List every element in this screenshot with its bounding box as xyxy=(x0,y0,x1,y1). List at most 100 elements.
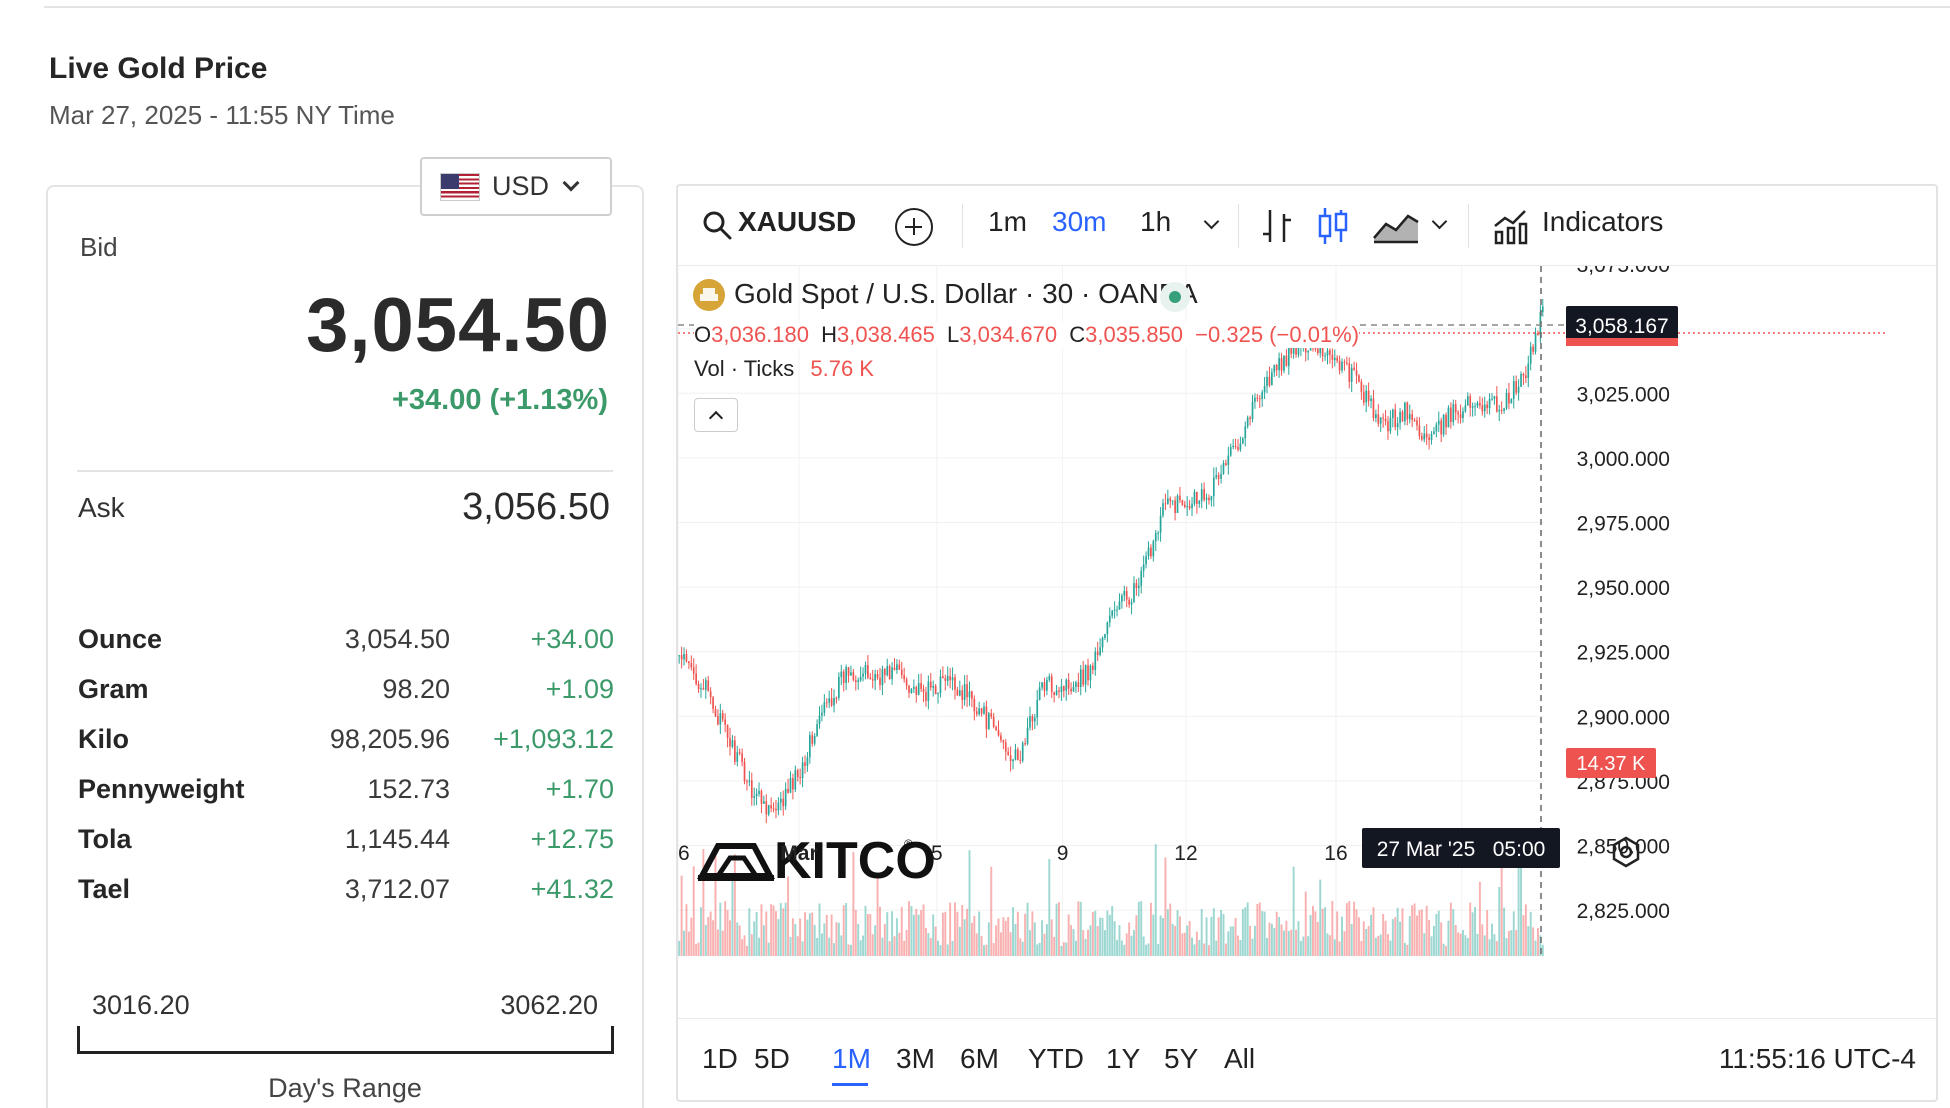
volume-bar xyxy=(983,945,985,956)
candle-body xyxy=(922,688,925,693)
candle-body xyxy=(961,690,964,700)
volume-bar xyxy=(1043,933,1046,956)
candle-body xyxy=(1017,749,1019,761)
candle-body xyxy=(1092,665,1094,670)
volume-bar xyxy=(1493,934,1496,956)
volume-bar xyxy=(787,876,790,956)
candle-body xyxy=(784,788,787,807)
range-5y[interactable]: 5Y xyxy=(1164,1043,1199,1074)
volume-bar xyxy=(859,940,862,956)
candle-body xyxy=(1058,690,1060,692)
candle-body xyxy=(838,677,840,698)
candle-body xyxy=(1089,665,1092,681)
volume-bar xyxy=(970,922,973,956)
collapse-legend-button[interactable] xyxy=(694,398,738,432)
range-1m[interactable]: 1M xyxy=(832,1043,871,1074)
candle-body xyxy=(1278,358,1280,371)
volume-bar xyxy=(1391,919,1394,956)
volume-bar xyxy=(1459,933,1462,956)
symbol-search[interactable]: XAUUSD xyxy=(738,206,857,237)
price-chart[interactable]: KITCO ® 3,075.0003,050.0003,025.0003,000… xyxy=(678,254,1936,1018)
candle-body xyxy=(1508,392,1510,404)
y-axis-tick: 2,900.000 xyxy=(1577,706,1670,729)
volume-bar xyxy=(1021,941,1024,956)
range-all[interactable]: All xyxy=(1224,1043,1256,1074)
candle-body xyxy=(963,684,966,700)
range-1d[interactable]: 1D xyxy=(702,1043,738,1074)
volume-bar xyxy=(1425,905,1428,956)
indicators-icon[interactable] xyxy=(1492,206,1532,246)
volume-bar xyxy=(908,901,910,956)
range-1y[interactable]: 1Y xyxy=(1106,1043,1141,1074)
volume-bar xyxy=(1357,917,1360,956)
candle-body xyxy=(913,687,915,689)
candle-body xyxy=(1225,463,1227,466)
x-axis-tick: 12 xyxy=(1174,842,1197,865)
volume-bar xyxy=(1512,911,1515,956)
candle-body xyxy=(917,682,920,695)
candle-body xyxy=(888,666,891,679)
range-ytd[interactable]: YTD xyxy=(1028,1043,1084,1074)
volume-bar xyxy=(1355,909,1358,956)
volume-bar xyxy=(1316,921,1319,956)
volume-bar xyxy=(1343,931,1346,956)
unit-row-tola: Tola 1,145.44 +12.75 xyxy=(78,824,614,864)
volume-bar xyxy=(1295,929,1298,956)
indicators-button[interactable]: Indicators xyxy=(1542,206,1664,237)
candle-body xyxy=(1418,425,1421,437)
volume-bar xyxy=(941,912,944,956)
compare-symbol-button[interactable] xyxy=(895,208,933,246)
chart-type-chevron-icon[interactable] xyxy=(1431,213,1448,230)
candle-body xyxy=(767,805,770,815)
volume-bar xyxy=(724,901,727,956)
candles-chart-type-icon[interactable] xyxy=(1316,204,1350,248)
candle-body xyxy=(1382,417,1384,419)
range-3m[interactable]: 3M xyxy=(896,1043,935,1074)
interval-1m[interactable]: 1m xyxy=(988,206,1027,237)
candle-body xyxy=(1331,354,1334,360)
search-icon[interactable] xyxy=(702,210,732,240)
candle-body xyxy=(1176,495,1179,513)
volume-bar xyxy=(760,904,763,956)
candle-body xyxy=(736,752,739,762)
candle-body xyxy=(1529,346,1532,364)
volume-bar xyxy=(1522,915,1525,956)
volume-bar xyxy=(1360,940,1363,956)
volume-bar xyxy=(811,912,814,956)
volume-bar xyxy=(927,933,930,956)
candle-body xyxy=(874,674,876,681)
gear-icon[interactable] xyxy=(1612,836,1640,868)
volume-bar xyxy=(987,922,990,956)
candle-body xyxy=(1263,386,1266,393)
volume-bar xyxy=(1171,923,1174,956)
range-5d[interactable]: 5D xyxy=(754,1043,790,1074)
interval-30m[interactable]: 30m xyxy=(1052,206,1107,237)
bar-chart-type-icon[interactable] xyxy=(1260,206,1296,246)
candle-body xyxy=(787,788,789,793)
range-6m[interactable]: 6M xyxy=(960,1043,999,1074)
interval-chevron-icon[interactable] xyxy=(1203,213,1220,230)
candle-body xyxy=(1479,402,1481,406)
volume-bar xyxy=(881,937,884,956)
candle-body xyxy=(1338,360,1341,371)
candle-body xyxy=(1500,409,1503,411)
candle-body xyxy=(978,708,981,715)
volume-bar xyxy=(1147,943,1150,956)
volume-bar xyxy=(1353,901,1356,956)
candle-body xyxy=(1476,402,1479,407)
unit-price: 98.20 xyxy=(382,674,450,704)
volume-bar xyxy=(922,904,925,956)
volume-bar xyxy=(1442,943,1445,956)
volume-bar xyxy=(1108,914,1111,956)
area-chart-type-icon[interactable] xyxy=(1372,208,1420,244)
volume-bar xyxy=(1413,903,1416,956)
volume-bar xyxy=(1445,945,1447,956)
candle-body xyxy=(1094,651,1097,670)
candle-body xyxy=(1065,679,1068,691)
currency-select[interactable]: USD xyxy=(420,157,612,216)
candle-body xyxy=(1483,404,1486,412)
candle-body xyxy=(1517,386,1520,393)
volume-bar xyxy=(995,925,998,956)
candle-body xyxy=(813,735,816,744)
interval-1h[interactable]: 1h xyxy=(1140,206,1172,237)
